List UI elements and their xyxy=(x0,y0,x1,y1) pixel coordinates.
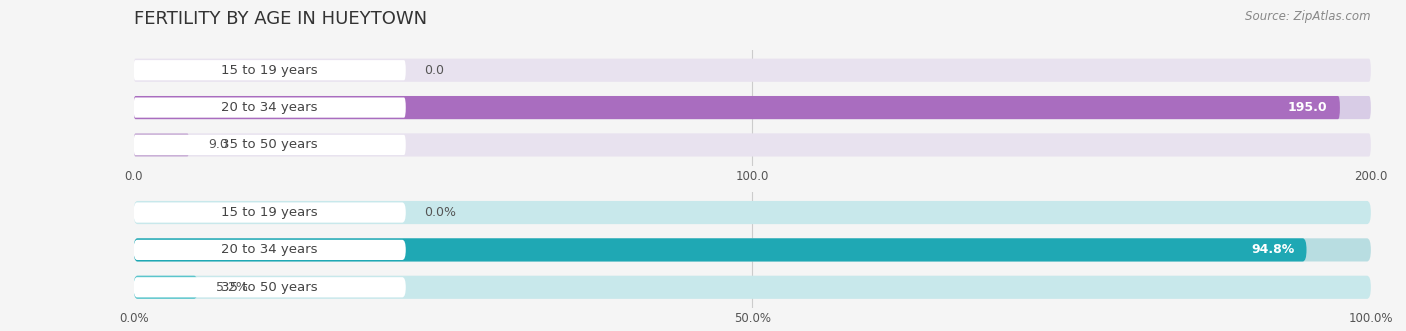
Text: 5.2%: 5.2% xyxy=(217,281,249,294)
FancyBboxPatch shape xyxy=(134,98,406,118)
Text: 35 to 50 years: 35 to 50 years xyxy=(221,138,318,152)
Text: 15 to 19 years: 15 to 19 years xyxy=(221,64,318,77)
Text: 0.0%: 0.0% xyxy=(425,206,457,219)
FancyBboxPatch shape xyxy=(134,60,406,80)
FancyBboxPatch shape xyxy=(134,135,406,155)
Text: 35 to 50 years: 35 to 50 years xyxy=(221,281,318,294)
FancyBboxPatch shape xyxy=(134,276,1371,299)
Text: 94.8%: 94.8% xyxy=(1251,243,1294,257)
Text: 15 to 19 years: 15 to 19 years xyxy=(221,206,318,219)
Text: FERTILITY BY AGE IN HUEYTOWN: FERTILITY BY AGE IN HUEYTOWN xyxy=(134,10,426,28)
Text: Source: ZipAtlas.com: Source: ZipAtlas.com xyxy=(1246,10,1371,23)
FancyBboxPatch shape xyxy=(134,59,1371,82)
FancyBboxPatch shape xyxy=(134,277,406,297)
FancyBboxPatch shape xyxy=(134,276,198,299)
FancyBboxPatch shape xyxy=(134,133,1371,157)
FancyBboxPatch shape xyxy=(134,203,406,223)
Text: 20 to 34 years: 20 to 34 years xyxy=(221,101,318,114)
FancyBboxPatch shape xyxy=(134,240,406,260)
Text: 0.0: 0.0 xyxy=(425,64,444,77)
FancyBboxPatch shape xyxy=(134,201,1371,224)
FancyBboxPatch shape xyxy=(134,238,1371,261)
Text: 9.0: 9.0 xyxy=(208,138,228,152)
Text: 20 to 34 years: 20 to 34 years xyxy=(221,243,318,257)
FancyBboxPatch shape xyxy=(134,238,1306,261)
FancyBboxPatch shape xyxy=(134,96,1340,119)
Text: 195.0: 195.0 xyxy=(1288,101,1327,114)
FancyBboxPatch shape xyxy=(134,133,190,157)
FancyBboxPatch shape xyxy=(134,96,1371,119)
